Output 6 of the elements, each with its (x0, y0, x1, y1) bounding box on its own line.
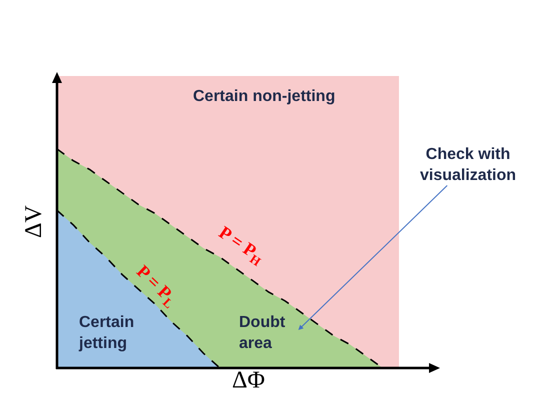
annotation: Certain non-jetting (193, 88, 336, 105)
y-axis-title: ΔV (21, 204, 47, 238)
annotation: Certain jetting (78, 314, 134, 352)
annotation: Doubt area (239, 314, 286, 352)
x-axis-title: ΔΦ (232, 367, 265, 394)
text: Check with visualization (420, 146, 516, 184)
